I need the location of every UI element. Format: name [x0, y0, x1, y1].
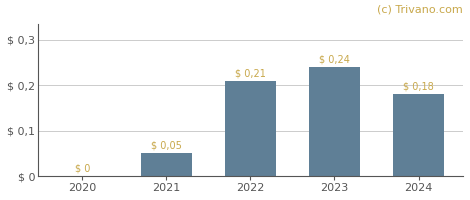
- Text: $ 0,21: $ 0,21: [235, 68, 266, 78]
- Text: $ 0,05: $ 0,05: [151, 141, 182, 151]
- Bar: [225, 81, 276, 176]
- Bar: [141, 153, 192, 176]
- Bar: [309, 67, 360, 176]
- Bar: [393, 94, 444, 176]
- Text: $ 0,18: $ 0,18: [403, 82, 434, 92]
- Text: $ 0: $ 0: [75, 163, 90, 173]
- Text: (c) Trivano.com: (c) Trivano.com: [377, 5, 463, 15]
- Text: $ 0,24: $ 0,24: [319, 54, 350, 64]
